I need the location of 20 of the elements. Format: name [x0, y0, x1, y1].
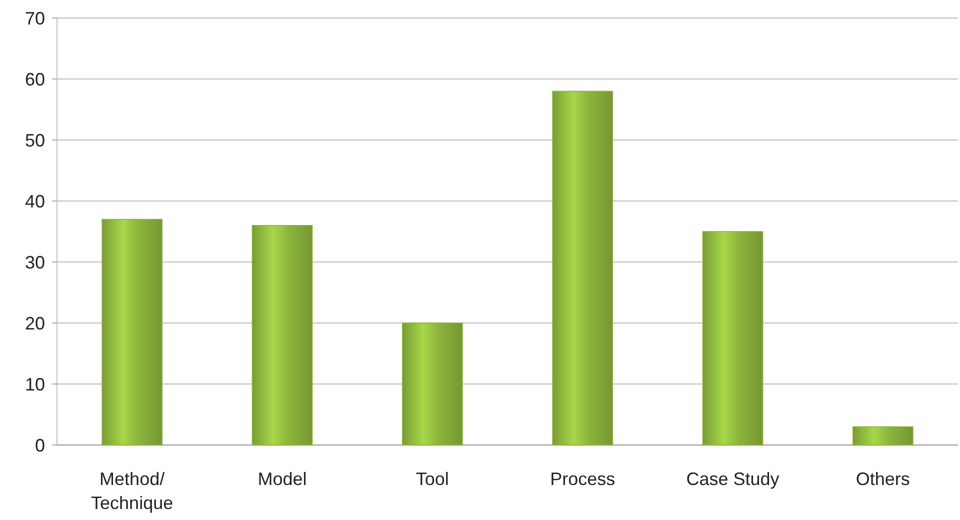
y-tick-label: 50 [24, 130, 45, 150]
bar [702, 231, 764, 446]
x-tick-label: Tool [416, 469, 449, 489]
y-tick-label: 20 [24, 313, 45, 334]
y-tick-label: 10 [24, 374, 45, 394]
bar [102, 218, 163, 446]
bar [852, 426, 914, 446]
y-tick-label: 30 [24, 252, 45, 272]
x-tick-label: Model [258, 469, 307, 489]
y-tick-label: 40 [24, 191, 45, 212]
x-tick-label: Method/Technique [91, 469, 174, 513]
y-tick-label: 70 [24, 8, 45, 28]
y-tick-label: 60 [24, 69, 45, 90]
x-tick-label: Others [856, 469, 910, 489]
bar [252, 225, 313, 446]
bar [552, 90, 614, 446]
bar [402, 322, 463, 446]
x-tick-label: Case Study [686, 469, 780, 489]
y-tick-label: 0 [34, 435, 45, 456]
x-tick-label: Process [550, 469, 616, 489]
